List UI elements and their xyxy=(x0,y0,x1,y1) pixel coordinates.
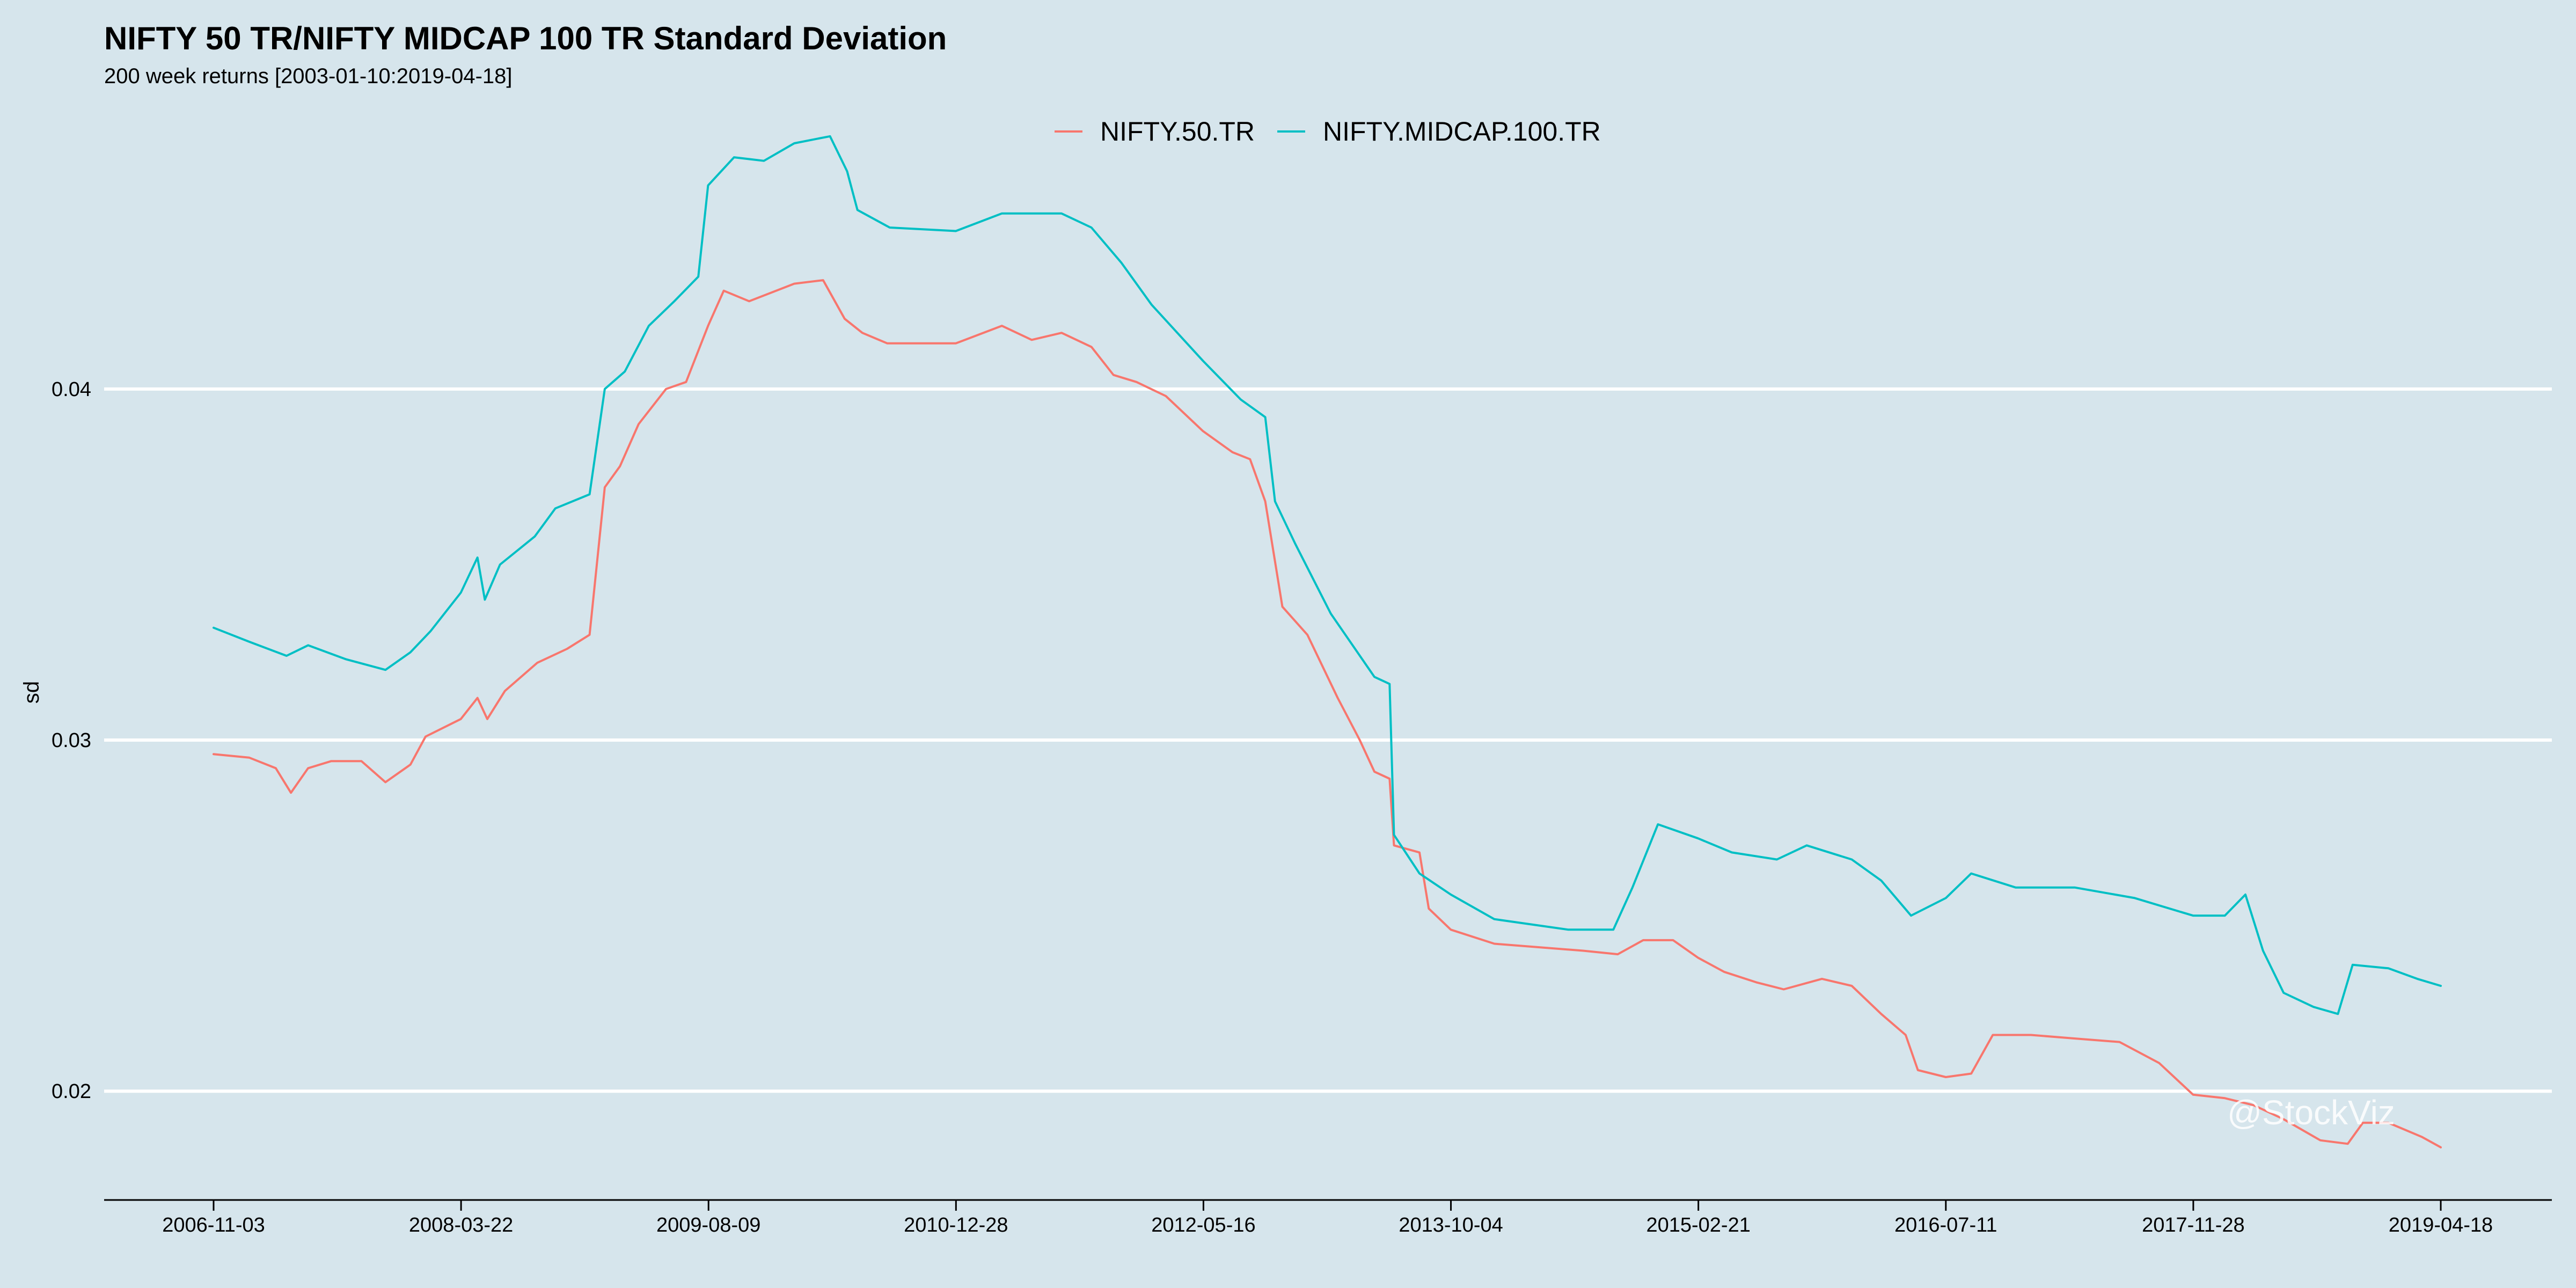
y-axis-title: sd xyxy=(20,681,43,704)
series-line-0 xyxy=(213,279,2442,1148)
y-axis: 0.02 0.03 0.04 xyxy=(52,378,91,1103)
series-line-1 xyxy=(213,135,2442,1015)
chart-subtitle: 200 week returns [2003-01-10:2019-04-18] xyxy=(104,64,513,88)
y-tick-label: 0.04 xyxy=(52,378,91,401)
chart-title: NIFTY 50 TR/NIFTY MIDCAP 100 TR Standard… xyxy=(104,20,947,56)
x-tick-label: 2008-03-22 xyxy=(409,1214,513,1236)
x-tick-label: 2015-02-21 xyxy=(1646,1214,1750,1236)
legend: NIFTY.50.TR NIFTY.MIDCAP.100.TR xyxy=(1055,116,1601,147)
x-tick-label: 2006-11-03 xyxy=(162,1214,265,1236)
y-tick-label: 0.02 xyxy=(52,1080,91,1103)
y-tick-label: 0.03 xyxy=(52,729,91,752)
x-tick-label: 2016-07-11 xyxy=(1894,1214,1997,1236)
watermark: @StockViz xyxy=(2227,1093,2395,1132)
x-tick-label: 2009-08-09 xyxy=(656,1214,760,1236)
x-tick-label: 2012-05-16 xyxy=(1151,1214,1255,1236)
legend-label-0: NIFTY.50.TR xyxy=(1100,116,1255,147)
x-tick-label: 2017-11-28 xyxy=(2142,1214,2245,1236)
x-tick-label: 2019-04-18 xyxy=(2389,1214,2493,1236)
x-tick-label: 2010-12-28 xyxy=(904,1214,1008,1236)
gridlines xyxy=(104,387,2552,1093)
x-axis: 2006-11-03 2008-03-22 2009-08-09 2010-12-28… xyxy=(162,1200,2493,1236)
x-tick-label: 2013-10-04 xyxy=(1399,1214,1503,1236)
legend-label-1: NIFTY.MIDCAP.100.TR xyxy=(1323,116,1601,147)
series-layer xyxy=(213,135,2442,1148)
